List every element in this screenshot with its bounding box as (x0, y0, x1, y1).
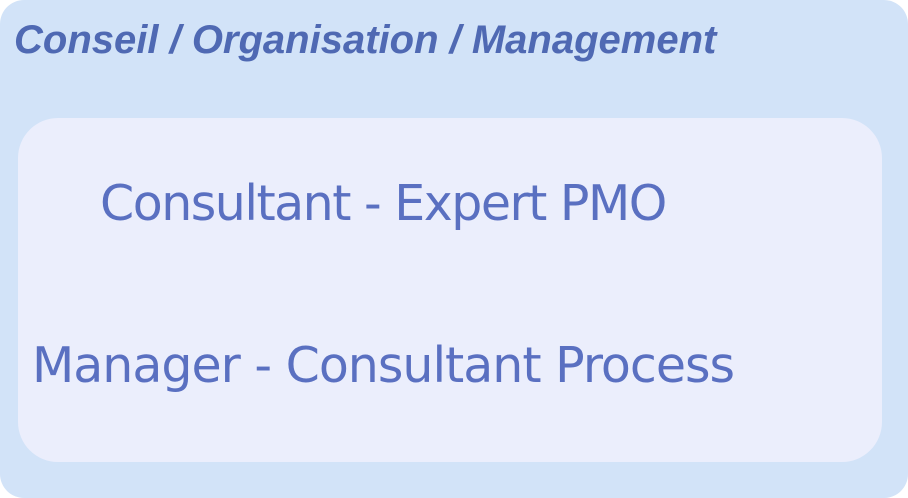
roles-box: Consultant - Expert PMO Manager - Consul… (18, 118, 882, 462)
panel-title: Conseil / Organisation / Management (14, 18, 717, 62)
role-manager-consultant-process: Manager - Consultant Process (32, 337, 735, 394)
role-consultant-expert-pmo: Consultant - Expert PMO (100, 175, 667, 232)
